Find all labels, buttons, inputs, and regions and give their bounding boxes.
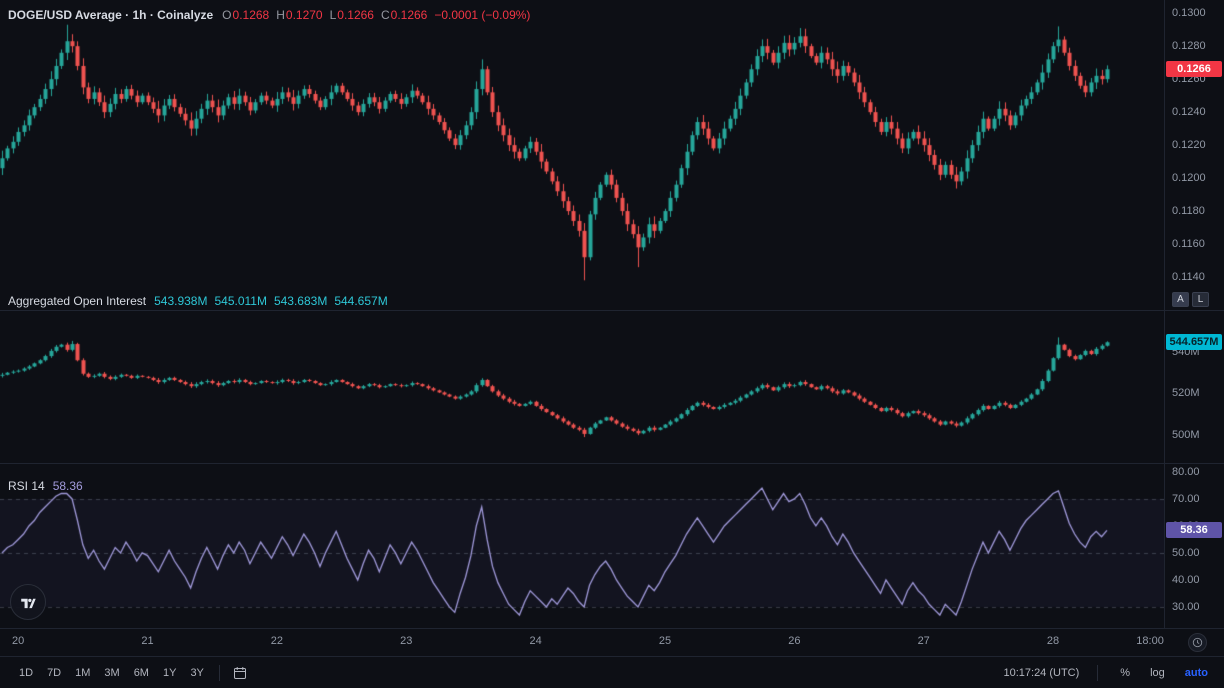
price-axis-tick: 0.1160 bbox=[1172, 238, 1205, 251]
price-axis-tick: 0.1140 bbox=[1172, 271, 1205, 284]
price-scale[interactable]: A L 0.1300 0.1280 0.1260 0.1240 0.1220 0.1200… bbox=[1164, 0, 1224, 628]
rsi-title: RSI 14 bbox=[8, 479, 45, 493]
ohlc-change-value: −0.0001 (−0.09%) bbox=[434, 8, 531, 22]
chart-canvas[interactable] bbox=[0, 0, 1164, 628]
range-button-1y[interactable]: 1Y bbox=[156, 663, 183, 683]
open-interest-legend[interactable]: Aggregated Open Interest 543.938M 545.011M… bbox=[8, 294, 395, 309]
price-axis-tick: 0.1200 bbox=[1172, 172, 1206, 185]
rsi-axis-tick: 70.00 bbox=[1172, 492, 1200, 505]
oi-high-value: 545.011M bbox=[214, 294, 267, 308]
ohlc-open-label: O bbox=[222, 8, 232, 22]
time-axis-label: 24 bbox=[529, 635, 542, 647]
toolbar-right: 10:17:24 (UTC) % log auto bbox=[1003, 664, 1212, 682]
tradingview-icon bbox=[18, 592, 38, 612]
bottom-toolbar: 1D 7D 1M 3M 6M 1Y 3Y 10:17:24 (UTC) % log auto bbox=[0, 656, 1224, 688]
time-axis-label: 25 bbox=[658, 635, 672, 647]
range-button-3m[interactable]: 3M bbox=[97, 663, 126, 683]
auto-scale-button[interactable]: A bbox=[1172, 292, 1189, 307]
time-axis-label: 28 bbox=[1046, 635, 1060, 647]
time-axis-label: 18:00 bbox=[1136, 635, 1164, 647]
rsi-axis-tick: 80.00 bbox=[1172, 465, 1200, 478]
toolbar-divider bbox=[1097, 664, 1099, 681]
log-scale-button[interactable]: L bbox=[1192, 292, 1209, 307]
price-axis-tick: 0.1180 bbox=[1172, 205, 1205, 218]
price-axis-tick: 0.1240 bbox=[1172, 106, 1206, 119]
ohlc-open-value: 0.1268 bbox=[232, 8, 270, 22]
time-axis-label: 20 bbox=[12, 635, 25, 647]
pane-separator[interactable] bbox=[0, 463, 1224, 464]
go-to-date-button[interactable] bbox=[228, 663, 252, 683]
price-axis-tick: 0.1280 bbox=[1172, 40, 1206, 53]
rsi-axis-badge: 58.36 bbox=[1166, 522, 1222, 539]
oi-low-value: 543.683M bbox=[273, 294, 328, 308]
oi-axis-tick: 520M bbox=[1172, 387, 1200, 400]
time-axis-label: 23 bbox=[400, 635, 413, 647]
ohlc-close-value: 0.1266 bbox=[390, 8, 428, 22]
range-button-6m[interactable]: 6M bbox=[127, 663, 156, 683]
rsi-axis-tick: 40.00 bbox=[1172, 573, 1200, 586]
percent-scale-button[interactable]: % bbox=[1116, 664, 1134, 682]
calendar-icon bbox=[233, 666, 247, 680]
log-scale-toolbar-button[interactable]: log bbox=[1146, 664, 1169, 682]
time-axis-label: 27 bbox=[917, 635, 930, 647]
time-axis-label: 22 bbox=[270, 635, 283, 647]
symbol-title: DOGE/USD Average · 1h · Coinalyze bbox=[8, 8, 214, 22]
price-legend[interactable]: DOGE/USD Average · 1h · Coinalyze O0.1268… bbox=[8, 8, 530, 23]
range-buttons: 1D 7D 1M 3M 6M 1Y 3Y bbox=[12, 663, 211, 683]
clock-utc[interactable]: 10:17:24 (UTC) bbox=[1003, 666, 1080, 679]
ohlc-low-value: 0.1266 bbox=[337, 8, 374, 22]
range-button-1m[interactable]: 1M bbox=[68, 663, 97, 683]
ohlc-close-label: C bbox=[380, 8, 390, 22]
scale-toggle-group: A L bbox=[1172, 292, 1209, 307]
oi-axis-badge: 544.657M bbox=[1166, 334, 1222, 351]
time-axis-label: 21 bbox=[141, 635, 154, 647]
rsi-legend[interactable]: RSI 14 58.36 bbox=[8, 479, 83, 494]
rsi-value: 58.36 bbox=[52, 479, 83, 493]
range-button-3y[interactable]: 3Y bbox=[183, 663, 210, 683]
clock-icon bbox=[1192, 637, 1203, 648]
oi-title: Aggregated Open Interest bbox=[8, 294, 147, 308]
pane-separator[interactable] bbox=[0, 310, 1224, 311]
tradingview-logo-button[interactable] bbox=[10, 584, 46, 620]
ohlc-low-label: L bbox=[329, 8, 337, 22]
rsi-axis-tick: 50.00 bbox=[1172, 546, 1200, 559]
rsi-axis-tick: 30.00 bbox=[1172, 600, 1200, 613]
ohlc-high-value: 0.1270 bbox=[285, 8, 323, 22]
range-button-1d[interactable]: 1D bbox=[12, 663, 40, 683]
auto-scale-toolbar-button[interactable]: auto bbox=[1181, 664, 1212, 682]
price-axis-tick: 0.1220 bbox=[1172, 139, 1206, 152]
time-scale[interactable]: 20 21 22 23 24 25 26 27 28 18:00 bbox=[0, 628, 1224, 656]
oi-close-value: 544.657M bbox=[334, 294, 388, 308]
range-button-7d[interactable]: 7D bbox=[40, 663, 68, 683]
price-axis-badge: 0.1266 bbox=[1166, 61, 1222, 78]
price-axis-tick: 0.1300 bbox=[1172, 7, 1206, 20]
toolbar-divider bbox=[218, 664, 220, 681]
ohlc-high-label: H bbox=[276, 8, 285, 22]
timezone-button[interactable] bbox=[1188, 633, 1207, 652]
time-axis-label: 26 bbox=[788, 635, 801, 647]
oi-open-value: 543.938M bbox=[154, 294, 208, 308]
oi-axis-tick: 500M bbox=[1172, 428, 1200, 441]
